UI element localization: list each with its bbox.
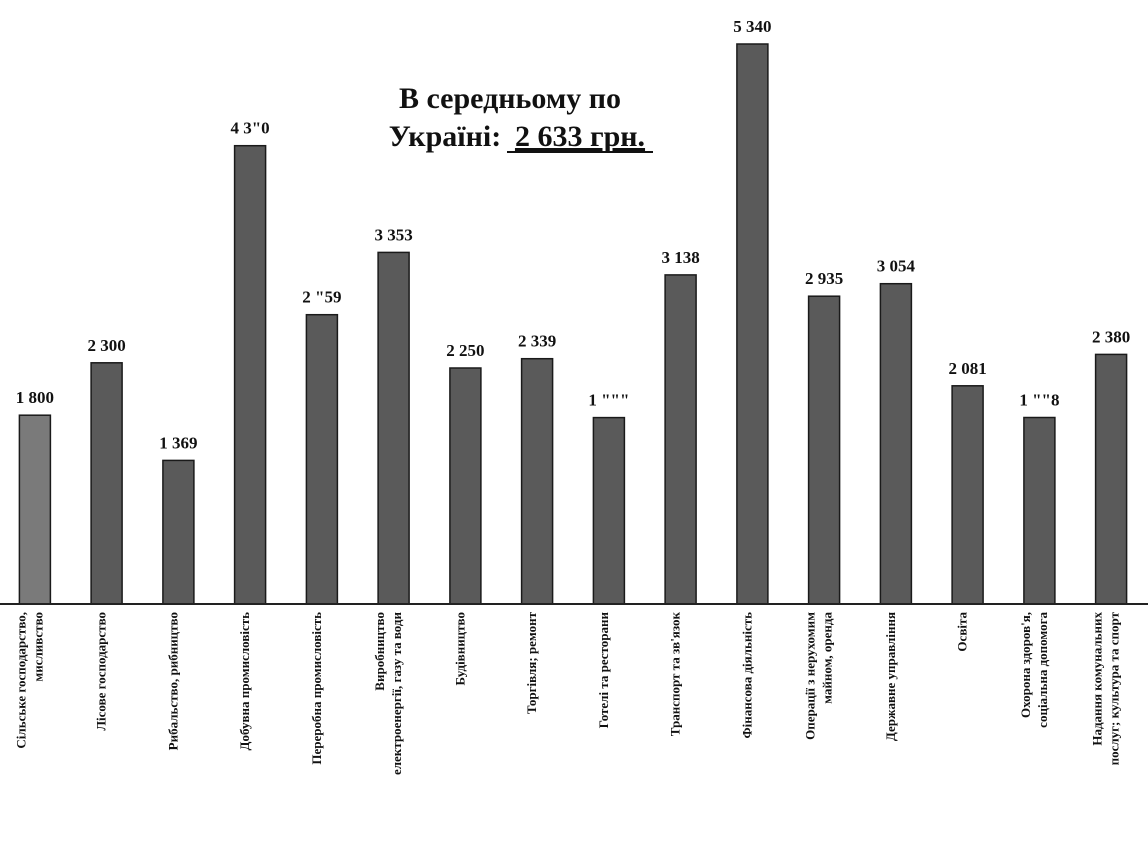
bar-4	[233, 144, 267, 605]
category-label-1-line-1: Сільське господарство,	[13, 612, 28, 749]
category-label-1-line-2: мисливство	[30, 612, 45, 682]
bar-1	[18, 414, 52, 605]
bar-9	[592, 416, 626, 605]
category-label-14-line-1: Освіта	[955, 612, 970, 652]
bar-3	[162, 459, 195, 605]
category-label-3-line-1: Рибальство, рибництво	[165, 612, 180, 750]
category-label-6-line-1: Виробництво	[372, 612, 387, 691]
value-label-8: 2 339	[518, 332, 556, 351]
category-label-7-line-1: Будівництво	[452, 612, 467, 685]
category-label-2-line-1: Лісове господарство	[94, 612, 109, 731]
value-label-16: 2 380	[1092, 327, 1130, 346]
bar-15	[1023, 416, 1056, 605]
bar-10	[664, 274, 697, 605]
chart-title-line-1: В середньому по	[399, 82, 621, 115]
category-label-9-line-1: Готелі та ресторани	[596, 611, 611, 728]
value-label-10: 3 138	[661, 248, 699, 267]
category-label-12-line-1: Операції з нерухомим	[803, 612, 818, 740]
bar-16	[1094, 353, 1128, 605]
value-label-2: 2 300	[87, 336, 125, 355]
value-label-6: 3 353	[374, 225, 412, 244]
category-label-16-line-2: послуг; культура та спорт	[1107, 611, 1122, 765]
category-labels-group: Сільське господарство, мисливство Лісове г…	[13, 611, 1121, 775]
bar-12	[807, 295, 841, 605]
bar-8	[520, 357, 554, 605]
value-label-5: 2 "59	[302, 288, 341, 307]
bar-7	[449, 367, 482, 605]
bar-14	[951, 385, 984, 605]
category-label-8-line-1: Торгівля; ремонт	[524, 611, 539, 714]
category-label-16-line-1: Надання комунальних	[1090, 612, 1105, 746]
category-label-6-line-2: електроенергії, газу та води	[389, 611, 404, 775]
value-labels-group: 1 800 2 300 1 369 4 3"0 2 "59 3 353 2 250 2 339…	[16, 17, 1130, 452]
value-label-12: 2 935	[805, 269, 843, 288]
chart-title: В середньому по Україні: 2 633 грн.	[389, 82, 653, 153]
value-label-15: 1 ""8	[1019, 391, 1059, 410]
category-label-11-line-1: Фінансова діяльність	[739, 612, 754, 739]
bars-group	[18, 43, 1128, 605]
value-label-9: 1 """	[588, 391, 629, 410]
category-label-12-line-2: майном, оренда	[820, 612, 835, 704]
value-label-3: 1 369	[159, 433, 197, 452]
value-label-4: 4 3"0	[230, 119, 269, 138]
category-label-13-line-1: Державне управління	[883, 612, 898, 741]
value-label-1: 1 800	[16, 388, 54, 407]
bar-6	[377, 251, 410, 605]
category-label-15-line-1: Охорона здоров'я,	[1018, 612, 1033, 718]
category-label-4-line-1: Добувна промисловість	[237, 612, 252, 751]
value-label-11: 5 340	[733, 17, 771, 36]
chart-title-average-value: 2 633 грн.	[515, 120, 645, 153]
value-label-7: 2 250	[446, 341, 484, 360]
bar-5	[305, 313, 339, 605]
category-label-15-line-2: соціальна допомога	[1035, 612, 1050, 728]
category-label-10-line-1: Транспорт та зв'язок	[668, 612, 683, 737]
value-label-13: 3 054	[877, 257, 916, 276]
bar-2	[90, 362, 123, 605]
bar-13	[879, 282, 913, 605]
chart-title-line-2: Україні:	[389, 120, 501, 153]
bar-11	[736, 43, 769, 605]
value-label-14: 2 081	[948, 359, 986, 378]
category-label-5-line-1: Переробна промисловість	[309, 612, 324, 765]
